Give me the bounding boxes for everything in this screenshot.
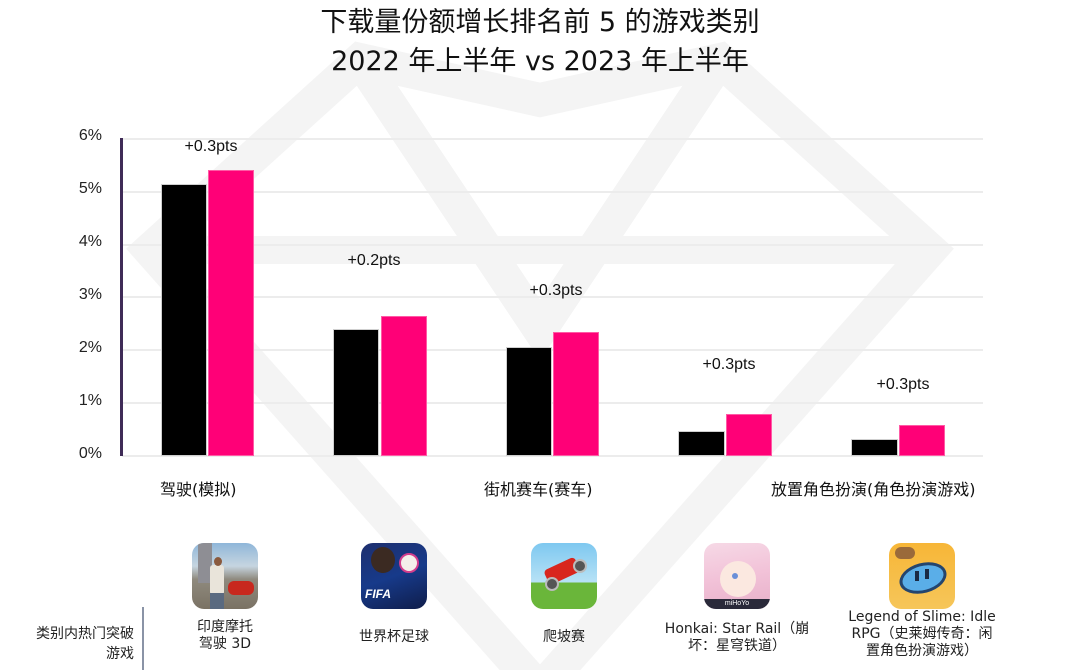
gridline-6 <box>122 138 983 140</box>
y-tick-label: 0% <box>78 445 102 462</box>
bar-2022-group5 <box>851 439 898 456</box>
bar-2022-group1 <box>161 184 207 456</box>
bar-2023-group2 <box>381 316 427 456</box>
fifa-game-icon: FIFA <box>361 543 427 609</box>
bar-2022-group2 <box>333 329 379 456</box>
bar-2022-group4 <box>678 431 725 456</box>
breakout-label-line1: 类别内热门突破 <box>36 626 134 642</box>
x-label-driving: 驾驶(模拟) <box>160 480 237 499</box>
game-name-line2: 坏：星穹铁道） <box>688 638 786 654</box>
motorbike-game-icon <box>192 543 258 609</box>
gridline-2 <box>122 349 983 351</box>
game-card-motorbike: 印度摩托 驾驶 3D <box>160 543 290 653</box>
bar-2023-group4 <box>726 414 772 456</box>
game-name-line1: 印度摩托 <box>197 619 253 635</box>
gridline-3 <box>122 296 983 298</box>
y-tick-label: 3% <box>78 286 102 303</box>
gridline-4 <box>122 244 983 246</box>
x-label-arcade-racing: 街机赛车(赛车) <box>484 480 593 499</box>
breakout-games-label: 类别内热门突破 游戏 <box>8 624 134 664</box>
game-card-legend-of-slime: Legend of Slime: Idle RPG（史莱姆传奇：闲 置角色扮演游… <box>832 543 1012 660</box>
game-name: 印度摩托 驾驶 3D <box>160 619 290 653</box>
game-name: 世界杯足球 <box>359 629 429 645</box>
honkai-star-rail-icon: miHoYo <box>704 543 770 609</box>
game-card-honkai: miHoYo Honkai: Star Rail（崩 坏：星穹铁道） <box>662 543 812 655</box>
game-name-line3: 置角色扮演游戏） <box>866 643 978 659</box>
chart-title-line2: 2022 年上半年 vs 2023 年上半年 <box>331 46 749 77</box>
game-name: Legend of Slime: Idle RPG（史莱姆传奇：闲 置角色扮演游… <box>832 609 1012 660</box>
game-name-line2: RPG（史莱姆传奇：闲 <box>851 626 993 642</box>
game-name: 爬坡赛 <box>543 629 585 645</box>
delta-label-group1: +0.3pts <box>184 138 238 155</box>
game-name-line1: Honkai: Star Rail（崩 <box>664 621 810 637</box>
hill-climb-game-icon <box>531 543 597 609</box>
y-tick-label: 6% <box>78 127 102 144</box>
y-tick-label: 1% <box>78 392 102 409</box>
bar-2023-group5 <box>899 425 945 456</box>
x-label-idle-rpg: 放置角色扮演(角色扮演游戏) <box>771 480 976 499</box>
delta-label-group2: +0.2pts <box>347 252 401 269</box>
game-card-hill-climb: 爬坡赛 <box>499 543 629 646</box>
gridline-0 <box>122 455 983 457</box>
breakout-label-line2: 游戏 <box>106 646 134 662</box>
delta-label-group3: +0.3pts <box>529 282 583 299</box>
game-name-line1: Legend of Slime: Idle <box>848 609 996 625</box>
game-name: Honkai: Star Rail（崩 坏：星穹铁道） <box>662 621 812 655</box>
bar-2023-group3 <box>553 332 599 456</box>
y-tick-label: 5% <box>78 180 102 197</box>
delta-label-group4: +0.3pts <box>702 356 756 373</box>
bar-2023-group1 <box>208 170 254 456</box>
bar-2022-group3 <box>506 347 552 456</box>
delta-label-group5: +0.3pts <box>876 376 930 393</box>
legend-of-slime-icon <box>889 543 955 609</box>
y-axis-line <box>120 138 123 456</box>
game-card-fifa: FIFA 世界杯足球 <box>329 543 459 646</box>
y-tick-label: 4% <box>78 233 102 250</box>
y-tick-label: 2% <box>78 339 102 356</box>
gridline-5 <box>122 191 983 193</box>
gridline-1 <box>122 402 983 404</box>
row-separator <box>142 607 144 670</box>
chart-title-line1: 下载量份额增长排名前 5 的游戏类别 <box>320 7 760 38</box>
game-name-line2: 驾驶 3D <box>198 636 252 652</box>
